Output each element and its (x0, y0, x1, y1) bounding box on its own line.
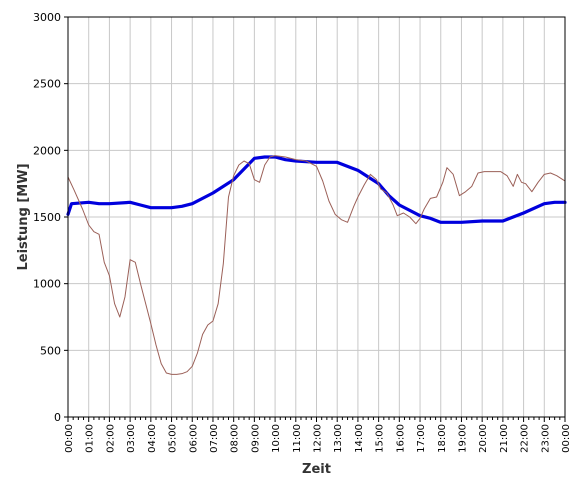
y-tick-label: 0 (54, 411, 61, 424)
x-tick-label: 01:00 (85, 424, 96, 453)
x-tick-label: 14:00 (354, 424, 365, 453)
x-tick-label: 19:00 (457, 424, 468, 453)
x-tick-label: 00:00 (561, 424, 572, 453)
x-tick-label: 04:00 (147, 424, 158, 453)
x-tick-label: 05:00 (168, 424, 179, 453)
x-tick-label: 12:00 (313, 424, 324, 453)
y-axis-title: Leistung [MW] (16, 163, 31, 270)
series-line-brown (67, 155, 566, 375)
x-tick-label: 11:00 (292, 424, 303, 453)
x-tick-label: 15:00 (375, 424, 386, 453)
x-tick-label: 21:00 (499, 424, 510, 453)
y-axis-ticks: 0 500 1000 1500 2000 2500 3000 (33, 11, 68, 424)
x-tick-label: 22:00 (520, 424, 531, 453)
x-axis-ticks: 00:00 01:00 02:00 03:00 04:00 05:00 06:00 07:00… (64, 417, 572, 453)
x-tick-label: 08:00 (230, 424, 241, 453)
horizontal-gridlines (68, 83, 565, 351)
x-tick-label: 07:00 (209, 424, 220, 453)
x-axis-title: Zeit (302, 462, 331, 477)
x-tick-label: 13:00 (333, 424, 344, 453)
x-tick-label: 09:00 (250, 424, 261, 453)
y-tick-label: 1500 (33, 211, 61, 224)
x-tick-label: 20:00 (478, 424, 489, 453)
y-tick-label: 2500 (33, 78, 61, 91)
y-tick-label: 2000 (33, 144, 61, 157)
x-tick-label: 18:00 (437, 424, 448, 453)
x-tick-label: 03:00 (126, 424, 137, 453)
x-tick-label: 02:00 (105, 424, 116, 453)
y-tick-label: 3000 (33, 11, 61, 24)
x-tick-label: 23:00 (540, 424, 551, 453)
series-line-blue (66, 155, 567, 224)
x-tick-label: 06:00 (188, 424, 199, 453)
y-tick-label: 500 (40, 344, 61, 357)
x-tick-label: 10:00 (271, 424, 282, 453)
y-tick-label: 1000 (33, 278, 61, 291)
x-tick-label: 17:00 (416, 424, 427, 453)
x-tick-label: 00:00 (64, 424, 75, 453)
series-layer (66, 155, 567, 375)
x-tick-label: 16:00 (395, 424, 406, 453)
